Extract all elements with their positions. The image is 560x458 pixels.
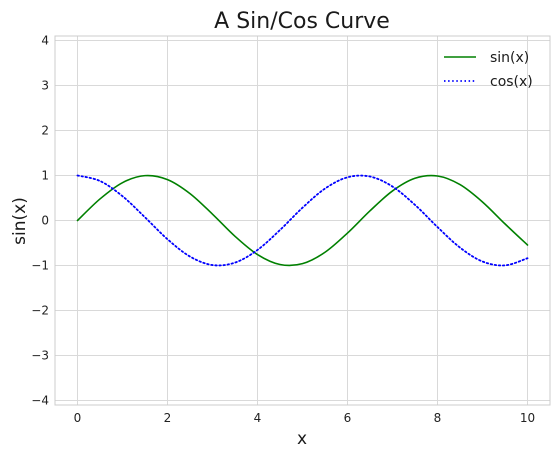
x-tick-label: 6: [344, 411, 352, 425]
y-tick-label: −4: [31, 394, 49, 408]
x-tick-label: 4: [254, 411, 262, 425]
legend-label: cos(x): [490, 74, 533, 90]
y-tick-label: 3: [41, 79, 49, 93]
y-tick-label: 4: [41, 34, 49, 48]
y-axis-label: sin(x): [10, 197, 30, 245]
y-tick-label: −2: [31, 304, 49, 318]
x-axis-label: x: [297, 429, 307, 449]
y-tick-label: 2: [41, 124, 49, 138]
y-tick-label: −1: [31, 259, 49, 273]
y-tick-label: 0: [41, 214, 49, 228]
legend-label: sin(x): [490, 50, 529, 66]
x-tick-label: 8: [434, 411, 442, 425]
x-tick-label: 2: [164, 411, 172, 425]
chart-title: A Sin/Cos Curve: [214, 9, 390, 34]
x-tick-label: 0: [74, 411, 82, 425]
y-tick-label: 1: [41, 169, 49, 183]
y-tick-label: −3: [31, 349, 49, 363]
plot-area: [55, 36, 550, 405]
x-tick-label: 10: [520, 411, 535, 425]
